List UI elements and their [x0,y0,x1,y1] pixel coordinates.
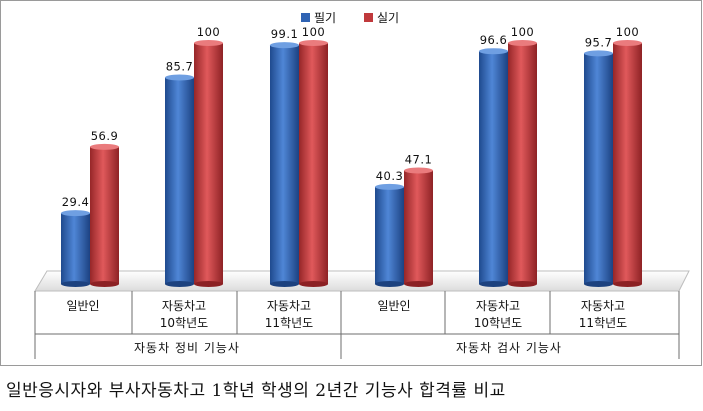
bar-top-cap [479,48,508,55]
data-label: 100 [616,25,639,39]
bar-top-cap [375,183,404,190]
bar-written-4 [479,51,508,284]
group-label: 자동차 정비 기능사 [134,341,240,355]
category-label: 10학년도 [160,316,208,330]
bar-written-3 [375,186,404,284]
data-label: 47.1 [405,152,433,166]
bar-practical-5 [613,43,642,284]
legend: 필기 실기 [301,11,399,25]
bar-top-cap [90,143,119,150]
bar-top-cap [270,42,299,49]
bar-base-cap [61,281,90,287]
chart-canvas: 29.4 85.7 99.1 40.3 96.6 95.7 56.9 100 100 47.1 10… [34,11,690,359]
bar-top-cap [404,167,433,174]
category-label: 10학년도 [474,316,522,330]
bar-base-cap [270,281,299,287]
bar-practical-1 [194,43,223,284]
bar-practical-4 [508,43,537,284]
bar-base-cap [584,281,613,287]
category-label: 자동차고 [581,299,625,313]
bar-base-cap [479,281,508,287]
bar-base-cap [375,281,404,287]
bar-practical-0 [90,146,119,284]
bar-top-cap [299,40,328,46]
bar-practical-2 [299,43,328,284]
legend-swatch [301,13,310,22]
bar-base-cap [165,281,194,287]
category-label: 자동차고 [267,299,311,313]
legend-swatch [364,13,373,22]
bars-layer [61,40,642,287]
bar-top-cap [165,74,194,81]
bar-top-cap [613,40,642,46]
bar-top-cap [61,210,90,217]
data-label: 99.1 [271,27,299,41]
category-label: 일반인 [377,299,410,313]
category-label: 자동차고 [476,299,520,313]
data-label: 95.7 [585,35,613,49]
data-label: 56.9 [91,129,119,143]
bar-written-0 [61,213,90,284]
data-label: 100 [302,25,325,39]
chart-frame: 29.4 85.7 99.1 40.3 96.6 95.7 56.9 100 100 47.1 10… [0,0,702,366]
bar-top-cap [584,50,613,57]
bar-base-cap [90,281,119,287]
legend-label: 필기 [314,11,336,25]
labels-layer: 29.4 85.7 99.1 40.3 96.6 95.7 56.9 100 100 47.1 10… [62,25,639,355]
bar-base-cap [613,281,642,287]
category-label: 11학년도 [265,316,313,330]
bar-base-cap [508,281,537,287]
legend-label: 실기 [377,11,399,25]
category-label: 일반인 [66,299,99,313]
bar-base-cap [404,281,433,287]
bar-written-5 [584,53,613,284]
bar-written-2 [270,45,299,284]
bar-top-cap [508,40,537,46]
bar-written-1 [165,77,194,284]
bar-base-cap [194,281,223,287]
data-label: 85.7 [166,59,194,73]
data-label: 100 [511,25,534,39]
data-label: 29.4 [62,195,90,209]
category-label: 11학년도 [579,316,627,330]
bar-base-cap [299,281,328,287]
data-label: 40.3 [376,169,404,183]
group-label: 자동차 검사 기능사 [456,341,562,355]
data-label: 96.6 [480,33,508,47]
data-label: 100 [197,25,220,39]
figure-caption: 일반응시자와 부사자동차고 1학년 학생의 2년간 기능사 합격률 비교 [6,381,506,401]
bar-practical-3 [404,170,433,284]
category-label: 자동차고 [162,299,206,313]
bar-top-cap [194,40,223,46]
